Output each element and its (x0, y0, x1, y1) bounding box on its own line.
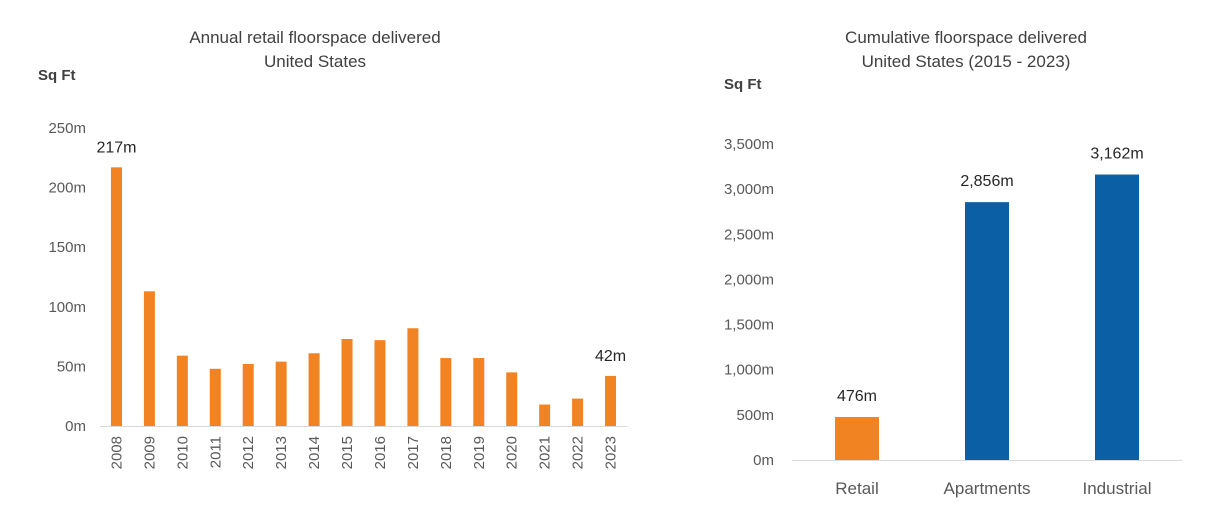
x-tick-label: 2011 (207, 436, 224, 468)
y-tick-label: 50m (57, 358, 86, 375)
x-tick-label: 2017 (405, 436, 422, 469)
y-tick-label: 150m (48, 239, 86, 256)
bars (835, 174, 1139, 461)
data-labels: 217m 42m (96, 139, 626, 365)
bar-2022 (572, 398, 584, 426)
y-tick-label: 250m (48, 120, 86, 137)
bars (110, 167, 617, 426)
x-tick-label: 2016 (372, 436, 389, 469)
bar-industrial (1095, 174, 1139, 460)
bar-2012 (242, 364, 254, 426)
y-tick-label: 1,500m (724, 317, 774, 334)
chart-subtitle: United States (264, 52, 366, 71)
y-axis-unit-label: Sq Ft (724, 76, 762, 93)
x-tick-label: 2014 (306, 436, 323, 469)
y-tick-label: 3,500m (724, 136, 774, 153)
bar-2014 (308, 353, 320, 426)
bar-2017 (407, 328, 419, 426)
y-tick-label: 3,000m (724, 181, 774, 198)
bar-2015 (341, 338, 353, 426)
bar-2020 (506, 372, 518, 426)
annual-retail-chart: Annual retail floorspace delivered Unite… (38, 28, 627, 469)
x-tick-label: 2012 (240, 436, 257, 469)
data-label: 217m (96, 139, 136, 156)
x-tick-label: 2022 (570, 436, 587, 469)
y-axis-unit-label: Sq Ft (38, 67, 76, 84)
x-tick-label: 2018 (438, 436, 455, 469)
cumulative-floorspace-chart: Cumulative floorspace delivered United S… (724, 28, 1182, 498)
y-tick-label: 100m (48, 299, 86, 316)
bar-2023 (605, 375, 617, 426)
x-axis-ticks: 2008 2009 2010 2011 2012 2013 2014 2015 2016 2017… (108, 436, 619, 469)
chart-title: Cumulative floorspace delivered (845, 28, 1087, 47)
y-tick-label: 0m (753, 452, 774, 469)
bar-2008 (110, 167, 122, 426)
y-tick-label: 2,500m (724, 226, 774, 243)
x-tick-label: Industrial (1083, 479, 1152, 498)
y-tick-label: 2,000m (724, 271, 774, 288)
x-tick-label: Apartments (944, 479, 1031, 498)
x-tick-label: 2019 (471, 436, 488, 469)
bar-2021 (539, 404, 551, 426)
y-axis-ticks: 0m 50m 100m 150m 200m 250m (48, 120, 86, 435)
bar-2013 (275, 361, 287, 426)
y-tick-label: 1,000m (724, 362, 774, 379)
x-tick-label: 2023 (603, 436, 620, 469)
x-tick-label: 2010 (174, 436, 191, 469)
x-tick-label: 2013 (273, 436, 290, 469)
bar-2009 (143, 291, 155, 426)
data-label: 2,856m (960, 173, 1013, 190)
x-tick-label: 2020 (504, 436, 521, 469)
x-tick-label: Retail (835, 479, 878, 498)
bar-2011 (209, 368, 221, 426)
x-tick-label: 2021 (537, 436, 554, 469)
chart-subtitle: United States (2015 - 2023) (862, 52, 1071, 71)
data-label: 476m (837, 388, 877, 405)
bar-apartments (965, 202, 1009, 461)
chart-title: Annual retail floorspace delivered (189, 28, 440, 47)
x-tick-label: 2009 (141, 436, 158, 469)
x-tick-label: 2008 (108, 436, 125, 469)
x-tick-label: 2015 (339, 436, 356, 469)
y-tick-label: 500m (736, 407, 774, 424)
y-tick-label: 0m (65, 418, 86, 435)
bar-retail (835, 417, 879, 460)
bar-2016 (374, 340, 386, 426)
x-axis-ticks: Retail Apartments Industrial (835, 479, 1151, 498)
data-label: 3,162m (1090, 146, 1143, 163)
bar-2019 (473, 358, 485, 426)
y-tick-label: 200m (48, 180, 86, 197)
bar-2010 (176, 355, 188, 426)
bar-2018 (440, 358, 452, 426)
y-axis-ticks: 0m 500m 1,000m 1,500m 2,000m 2,500m 3,000m 3,50… (724, 136, 774, 469)
data-labels: 476m 2,856m 3,162m (837, 146, 1144, 406)
data-label: 42m (595, 348, 626, 365)
